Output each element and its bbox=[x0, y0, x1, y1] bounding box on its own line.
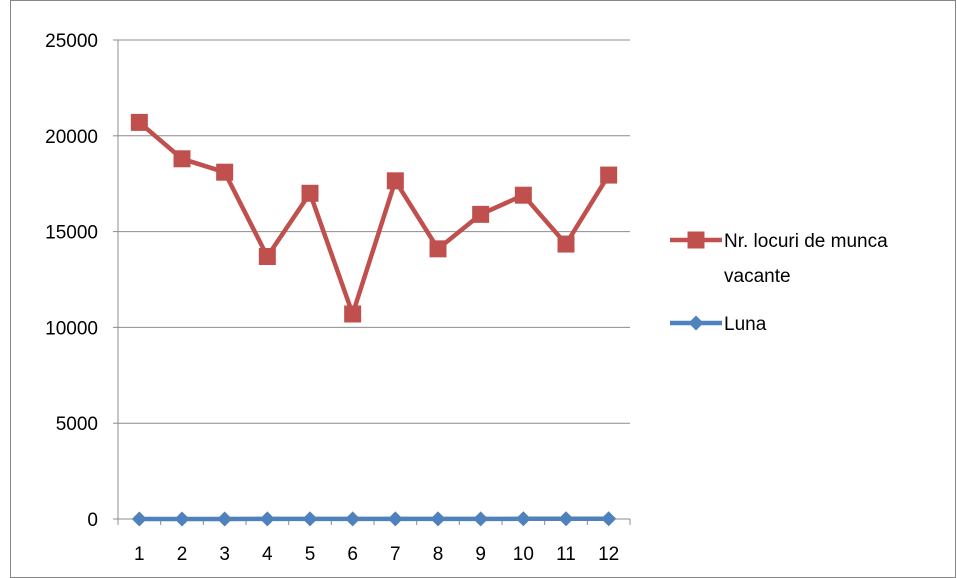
x-tick-label: 1 bbox=[134, 544, 145, 565]
legend: Nr. locuri de munca vacante Luna bbox=[670, 231, 888, 335]
x-axis-tick-labels: 1 2 3 4 5 6 7 8 9 10 11 12 bbox=[134, 544, 619, 565]
legend-item: Luna bbox=[670, 314, 767, 335]
data-point bbox=[386, 172, 404, 190]
x-tick-label: 10 bbox=[513, 544, 534, 565]
data-point bbox=[514, 186, 532, 204]
series-luna bbox=[131, 511, 617, 527]
x-tick-label: 3 bbox=[219, 544, 230, 565]
data-point bbox=[173, 150, 191, 168]
legend-item: Nr. locuri de munca vacante bbox=[670, 231, 888, 287]
data-point bbox=[259, 511, 275, 527]
data-point bbox=[558, 511, 574, 527]
data-point bbox=[216, 163, 234, 181]
gridlines bbox=[113, 39, 630, 520]
data-point bbox=[345, 511, 361, 527]
data-point bbox=[473, 511, 489, 527]
legend-label: Luna bbox=[724, 314, 767, 335]
data-point bbox=[472, 205, 490, 223]
x-tick-label: 5 bbox=[305, 544, 316, 565]
x-tick-label: 9 bbox=[475, 544, 486, 565]
legend-label: vacante bbox=[724, 266, 791, 287]
legend-marker bbox=[688, 315, 704, 331]
data-point bbox=[600, 166, 618, 184]
x-tick-label: 8 bbox=[433, 544, 444, 565]
data-point bbox=[430, 511, 446, 527]
data-point bbox=[302, 511, 318, 527]
data-point bbox=[174, 511, 190, 527]
data-point bbox=[344, 305, 362, 323]
data-point bbox=[130, 113, 148, 131]
x-tick-label: 4 bbox=[262, 544, 273, 565]
legend-marker bbox=[687, 231, 705, 249]
data-point bbox=[217, 511, 233, 527]
x-tick-label: 11 bbox=[556, 544, 576, 565]
x-tick-label: 2 bbox=[177, 544, 188, 565]
y-tick-label: 0 bbox=[87, 510, 98, 531]
series-lines bbox=[130, 113, 618, 527]
x-tick-label: 12 bbox=[598, 544, 619, 565]
chart-border bbox=[10, 0, 956, 578]
x-tick-label: 6 bbox=[347, 544, 358, 565]
y-tick-label: 25000 bbox=[45, 31, 98, 52]
data-point bbox=[301, 184, 319, 202]
data-point bbox=[601, 511, 617, 527]
y-tick-label: 10000 bbox=[45, 318, 98, 339]
x-tick-label: 7 bbox=[390, 544, 401, 565]
y-tick-label: 5000 bbox=[56, 414, 98, 435]
data-point bbox=[557, 235, 575, 253]
legend-label: Nr. locuri de munca bbox=[724, 231, 888, 252]
data-point bbox=[429, 240, 447, 258]
y-tick-label: 20000 bbox=[45, 127, 98, 148]
data-point bbox=[258, 248, 276, 266]
data-point bbox=[387, 511, 403, 527]
data-point bbox=[515, 511, 531, 527]
series-locuri-vacante bbox=[130, 113, 618, 323]
y-axis-tick-labels: 0 5000 10000 15000 20000 25000 bbox=[45, 31, 98, 531]
y-tick-label: 15000 bbox=[45, 223, 98, 244]
data-point bbox=[131, 511, 147, 527]
